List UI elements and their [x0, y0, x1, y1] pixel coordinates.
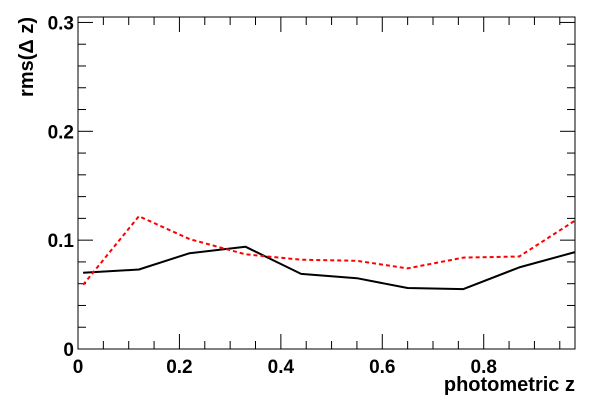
y-tick-label: 0.1	[48, 231, 75, 252]
x-tick-label: 0	[73, 357, 84, 378]
x-axis-title: photometric z	[444, 374, 575, 396]
y-tick-labels: 0 0.1 0.2 0.3	[48, 13, 75, 361]
y-tick-label: 0	[63, 340, 74, 361]
y-tick-label: 0.2	[48, 122, 74, 143]
x-tick-label: 0.2	[166, 357, 192, 378]
series-line-red	[82, 215, 576, 286]
minor-ticks	[78, 17, 575, 349]
x-tick-labels: 0 0.2 0.4 0.6 0.8	[73, 357, 497, 378]
plot-frame	[77, 16, 576, 350]
series-line-black	[83, 245, 576, 291]
x-tick-label: 0.4	[268, 357, 295, 378]
y-tick-label: 0.3	[48, 13, 74, 34]
series-layer	[82, 215, 576, 291]
y-axis-title: rms(Δ z)	[16, 17, 38, 97]
major-ticks	[77, 17, 575, 350]
x-tick-label: 0.8	[471, 357, 497, 378]
x-tick-label: 0.6	[369, 357, 395, 378]
